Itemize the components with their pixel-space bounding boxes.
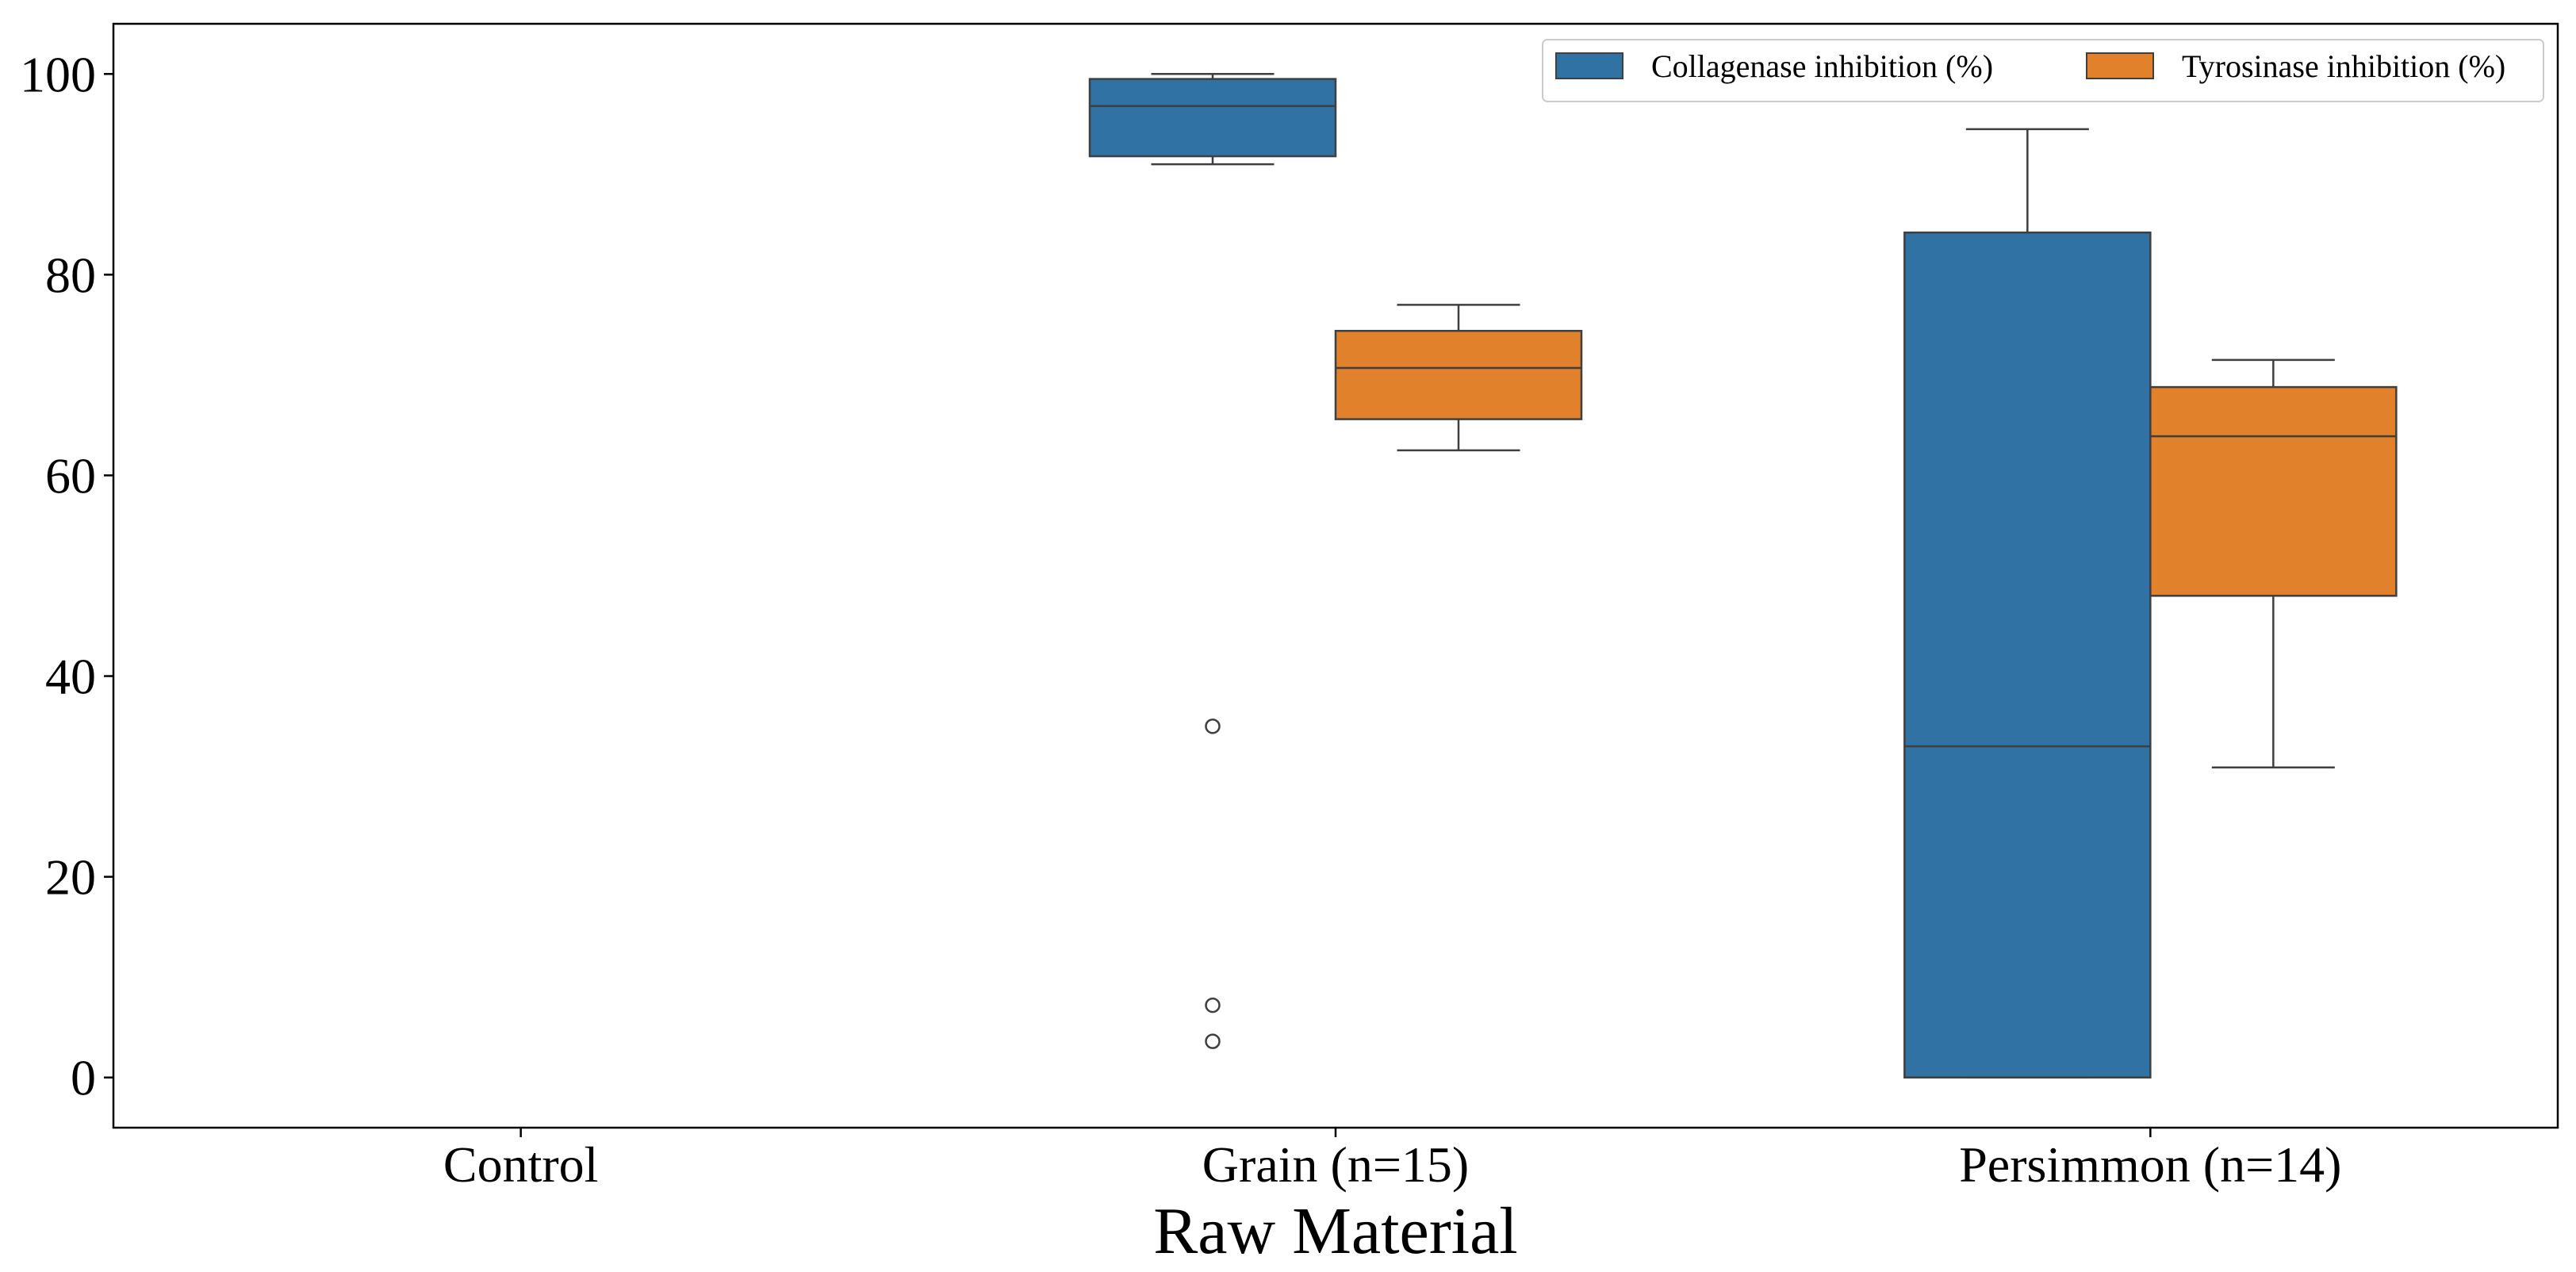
x-tick-label: Persimmon (n=14) [1959, 1136, 2341, 1193]
iqr-box [2149, 385, 2398, 597]
legend-frame [1542, 39, 2544, 102]
iqr-box [1088, 78, 1337, 158]
y-axis: 0 20 40 60 80 100 [20, 46, 113, 1106]
legend-swatch-tyrosinase [2086, 52, 2154, 79]
legend: Collagenase inhibition (%) Tyrosinase inh… [1542, 39, 2544, 102]
legend-label-collagenase: Collagenase inhibition (%) [1651, 48, 1993, 84]
box-series [1088, 73, 2398, 1079]
y-tick-label: 80 [45, 247, 96, 303]
x-axis-title: Raw Material [1153, 1194, 1518, 1268]
outlier-point [1205, 1033, 1221, 1049]
y-tick-label: 40 [45, 649, 96, 705]
iqr-box [1903, 231, 2152, 1079]
x-tick-label: Control [443, 1136, 599, 1193]
x-axis: Control Grain (n=15) Persimmon (n=14) [443, 1128, 2341, 1193]
y-tick-label: 100 [20, 46, 96, 102]
legend-label-tyrosinase: Tyrosinase inhibition (%) [2182, 48, 2505, 84]
box-tyrosinase [1334, 304, 1583, 452]
y-tick-label: 60 [45, 447, 96, 504]
y-tick-label: 20 [45, 849, 96, 906]
legend-swatch-collagenase [1555, 52, 1623, 79]
outlier-point [1205, 997, 1221, 1013]
x-tick-label: Grain (n=15) [1202, 1136, 1469, 1193]
box-collagenase [1088, 73, 1337, 1049]
box-collagenase [1903, 128, 2152, 1079]
outlier-point [1205, 718, 1221, 734]
box-tyrosinase [2149, 358, 2398, 768]
y-tick-label: 0 [71, 1050, 96, 1106]
iqr-box [1334, 329, 1583, 420]
